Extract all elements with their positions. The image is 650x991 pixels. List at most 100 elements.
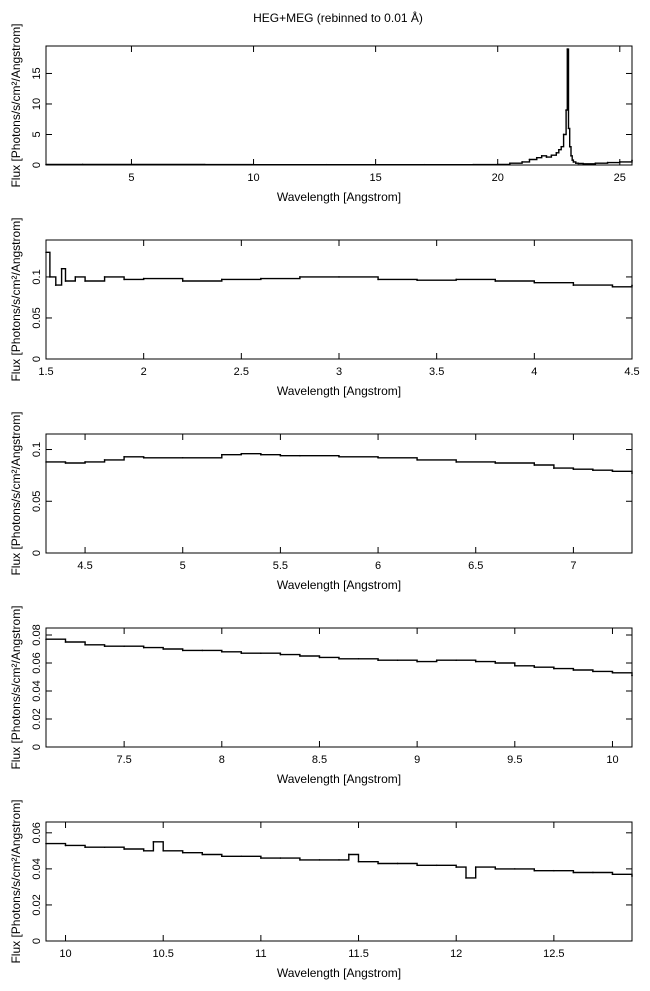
data-point [357, 658, 360, 660]
chart-panel-3: 4.5 5 5.5 6 6.5 7 0 0.05 0.1 Wavelength [Angstrom… [9, 411, 633, 592]
data-point [575, 162, 577, 164]
data-point [152, 841, 155, 843]
data-point [550, 154, 553, 157]
x-tick-label: 11 [255, 948, 266, 960]
data-point [299, 454, 301, 457]
data-point [325, 163, 328, 166]
data-point [162, 850, 164, 852]
x-axis-label: Wavelength [Angstrom] [277, 578, 401, 592]
data-point [318, 656, 321, 659]
data-point [572, 161, 575, 163]
data-point [279, 857, 282, 859]
data-point [45, 251, 47, 254]
data-point [631, 674, 633, 677]
spectrum-line-1 [46, 453, 633, 474]
data-point [84, 280, 86, 282]
data-point [260, 857, 262, 859]
y-tick-label: 0.05 [31, 307, 43, 328]
data-point [103, 276, 106, 278]
data-point [45, 638, 47, 640]
data-point [423, 163, 426, 166]
y-tick-label: 0 [31, 356, 43, 362]
x-tick-label: 2 [141, 366, 147, 378]
x-tick-label: 10.5 [152, 948, 173, 960]
data-point [416, 660, 418, 663]
data-point [560, 145, 562, 148]
data-point [338, 276, 340, 278]
chart-panel-2: 1.5 2 2.5 3 3.5 4 4.5 0 0.05 0.1 Wavelength [Angst… [9, 217, 640, 398]
data-point [416, 459, 418, 461]
x-tick-label: 7.5 [116, 754, 131, 766]
data-point [201, 853, 204, 856]
data-point [338, 455, 340, 458]
data-point [568, 145, 571, 148]
chart-panel-1: 5 10 15 20 25 0 5 10 15 Wavelength [Angstrom] Flux… [9, 23, 633, 204]
data-point [465, 877, 467, 879]
data-point [545, 156, 548, 158]
data-point [396, 659, 399, 661]
x-tick-label: 8.5 [312, 754, 327, 766]
y-tick-label: 0.04 [31, 680, 43, 701]
x-tick-label: 8 [219, 754, 225, 766]
data-point [103, 459, 106, 461]
data-point [533, 464, 536, 466]
data-point [203, 163, 206, 166]
chart-panel-4: 7.5 8 8.5 9 9.5 10 0 0.02 0.04 0.06 0.08 Wavelength… [9, 605, 633, 786]
data-point [81, 163, 84, 166]
y-tick-label: 0.02 [31, 894, 43, 915]
data-point [592, 871, 594, 874]
data-point [455, 866, 458, 868]
data-point [252, 163, 255, 166]
y-tick-label: 0.06 [31, 822, 43, 843]
x-axis-label: Wavelength [Angstrom] [277, 190, 401, 204]
data-point [509, 162, 511, 164]
x-tick-label: 3.5 [429, 366, 444, 378]
data-point [631, 159, 633, 161]
y-tick-label: 0.1 [31, 269, 43, 284]
spectrum-line-1 [46, 638, 633, 676]
data-point [221, 278, 223, 281]
y-tick-label: 0.05 [31, 491, 43, 512]
x-tick-label: 9.5 [507, 754, 522, 766]
data-point [567, 127, 570, 130]
data-point [240, 855, 243, 858]
data-point [221, 453, 223, 456]
x-tick-label: 7 [570, 560, 576, 572]
data-point [84, 461, 86, 463]
data-point [540, 155, 543, 157]
data-point [533, 869, 536, 872]
x-tick-label: 6 [375, 560, 381, 572]
data-point [123, 455, 125, 458]
y-tick-label: 0.1 [31, 442, 43, 457]
spectrum-line-1 [46, 841, 633, 879]
data-point [553, 467, 555, 469]
data-point [494, 868, 497, 870]
data-point [570, 155, 572, 157]
data-point [347, 853, 350, 856]
data-point [416, 864, 418, 867]
data-point [84, 846, 86, 849]
y-tick-label: 0 [31, 938, 43, 944]
figure-title: HEG+MEG (rebinned to 0.01 Å) [253, 10, 423, 25]
data-point [566, 48, 569, 50]
x-tick-label: 5 [128, 172, 134, 184]
data-point [142, 850, 145, 852]
data-point [318, 859, 321, 861]
x-tick-label: 9 [414, 754, 420, 766]
data-point [181, 280, 184, 282]
y-tick-label: 0 [31, 162, 43, 168]
data-point [377, 862, 379, 865]
x-tick-label: 12 [450, 948, 462, 960]
data-point [396, 862, 399, 865]
data-point [455, 278, 458, 281]
data-point [49, 276, 51, 278]
data-point [553, 869, 555, 872]
data-point [572, 871, 575, 874]
data-point [45, 163, 47, 166]
x-axis-label: Wavelength [Angstrom] [277, 772, 401, 786]
y-tick-label: 5 [31, 131, 43, 137]
plot-frame [45, 45, 633, 166]
data-point [64, 844, 67, 847]
data-point [611, 672, 614, 674]
